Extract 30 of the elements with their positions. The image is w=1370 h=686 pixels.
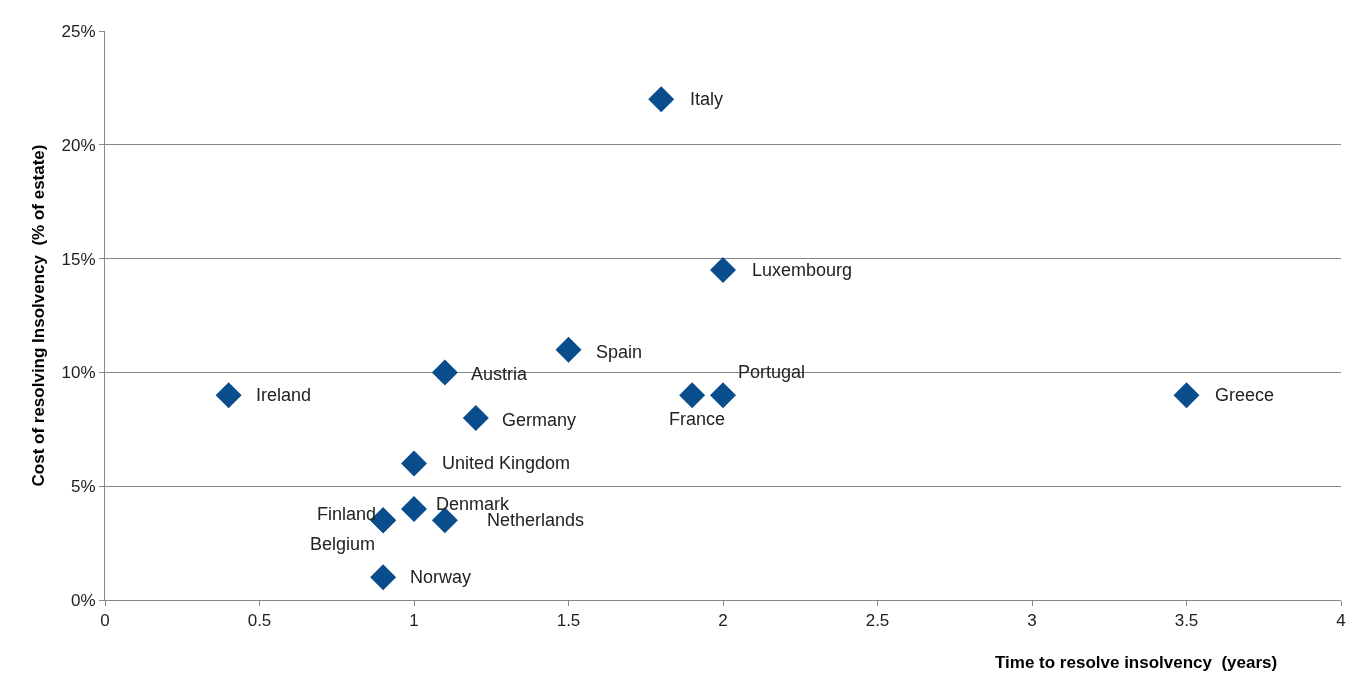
annotation: Spain (596, 342, 643, 362)
x-tick-label: 0.5 (247, 611, 272, 631)
annotation: Greece (1215, 385, 1275, 405)
annotation: Norway (410, 567, 472, 587)
annotation: Austria (471, 364, 529, 384)
y-tick-label: 20% (61, 135, 96, 155)
annotation: France (669, 409, 726, 429)
annotation: Luxembourg (752, 260, 853, 280)
annotation: Ireland (256, 385, 312, 405)
y-tick-label: 25% (61, 21, 96, 41)
x-axis-title: Time to resolve insolvency (years) (995, 653, 1278, 672)
x-tick-label: 3 (1027, 611, 1037, 631)
annotation: United Kingdom (442, 453, 571, 473)
y-tick-label: 5% (71, 477, 96, 497)
x-tick-label: 1 (409, 611, 419, 631)
annotation: Belgium (310, 534, 376, 554)
y-tick-label: 10% (61, 363, 96, 383)
y-axis-title: Cost of resolving Insolvency (% of estate) (29, 144, 49, 487)
annotation: Portugal (738, 362, 806, 382)
annotation: Germany (502, 410, 577, 430)
x-tick-label: 1.5 (556, 611, 581, 631)
x-tick-label: 4 (1336, 611, 1346, 631)
y-tick-label: 15% (61, 249, 96, 269)
annotation: Italy (690, 89, 724, 109)
x-tick-label: 2 (718, 611, 728, 631)
y-tick-label: 0% (71, 590, 96, 610)
x-tick-label: 2.5 (865, 611, 890, 631)
x-tick-label: 3.5 (1174, 611, 1199, 631)
annotation: Finland (317, 504, 377, 524)
x-tick-label: 0 (100, 611, 110, 631)
